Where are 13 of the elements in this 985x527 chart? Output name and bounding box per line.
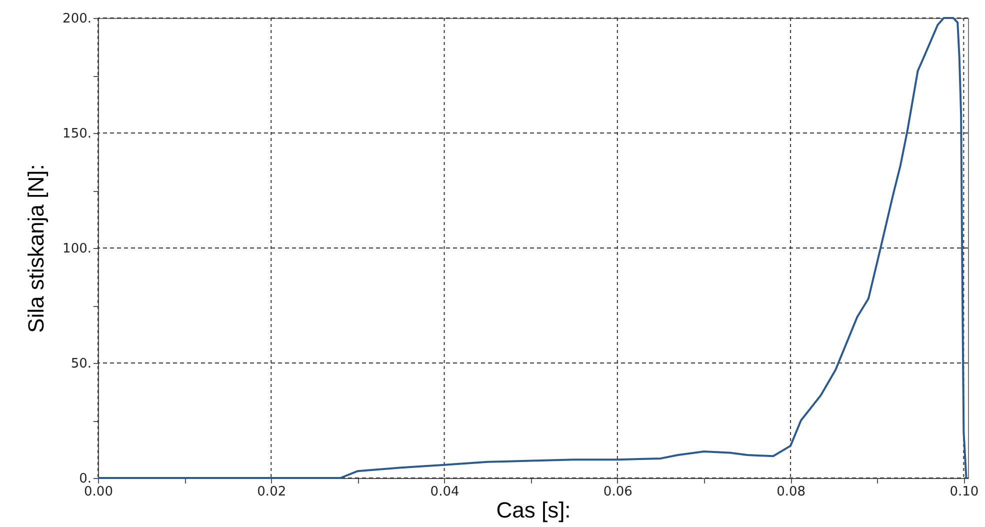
y-axis-title: Sila stiskanja [N]:	[24, 164, 49, 333]
x-tick-label: 0.00	[84, 484, 113, 500]
x-tick-label: 0.04	[430, 484, 460, 500]
x-tick-label: 0.06	[603, 484, 632, 500]
x-axis-title: Cas [s]:	[496, 498, 571, 522]
y-tick-label: 200.	[62, 12, 92, 26]
y-tick-label: 150.	[62, 126, 92, 142]
y-tick-label: 0.	[79, 472, 92, 486]
x-tick-label: 0.08	[776, 484, 806, 500]
y-tick-label: 50.	[70, 356, 92, 372]
x-tick-label: 0.10	[950, 484, 979, 500]
y-tick-label: 100.	[62, 242, 92, 256]
x-tick-label: 0.02	[257, 484, 286, 500]
